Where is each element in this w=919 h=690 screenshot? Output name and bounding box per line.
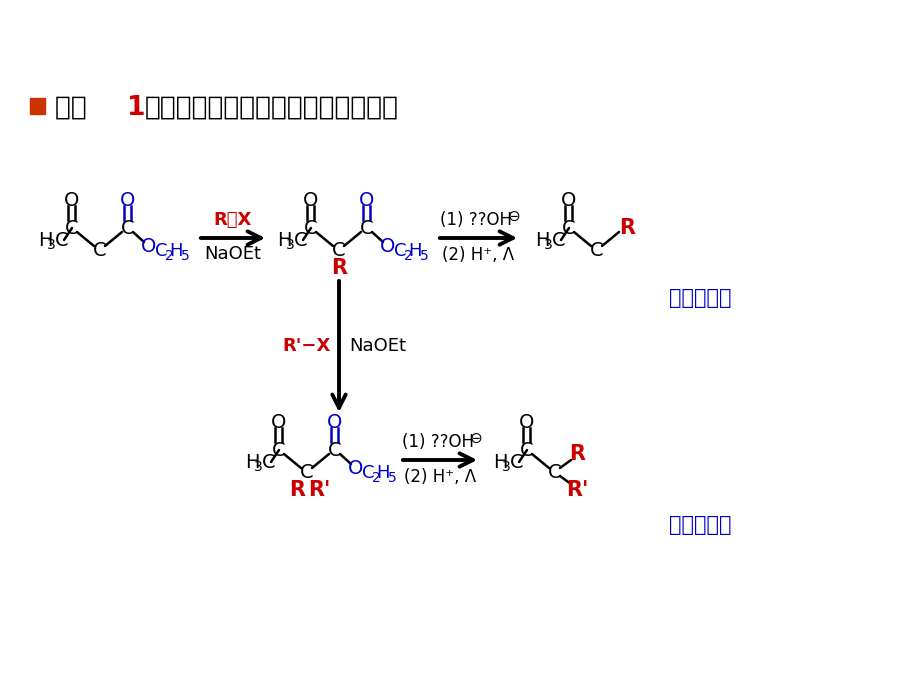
- Text: O: O: [348, 458, 363, 477]
- Text: 二取代丙酮: 二取代丙酮: [668, 515, 731, 535]
- Text: (1) ??OH: (1) ??OH: [402, 433, 473, 451]
- Text: O: O: [380, 237, 395, 255]
- Text: 5: 5: [387, 471, 396, 485]
- Text: O: O: [120, 190, 135, 210]
- Text: 1: 1: [127, 95, 145, 121]
- Text: H: H: [277, 230, 291, 250]
- Text: ⊖: ⊖: [507, 208, 520, 224]
- Text: H: H: [535, 230, 549, 250]
- Text: H: H: [38, 230, 52, 250]
- Text: C: C: [262, 453, 276, 471]
- Text: O: O: [303, 190, 318, 210]
- Text: C: C: [519, 440, 533, 460]
- Text: C: C: [304, 219, 317, 237]
- Text: C: C: [272, 440, 286, 460]
- Text: 5: 5: [180, 249, 189, 263]
- Text: NaOEt: NaOEt: [348, 337, 405, 355]
- Text: R'−X: R'−X: [282, 337, 331, 355]
- Text: C: C: [154, 242, 167, 260]
- Text: O: O: [64, 190, 80, 210]
- Text: C: C: [590, 241, 603, 259]
- Text: C: C: [55, 230, 69, 250]
- Text: C: C: [509, 453, 523, 471]
- Text: 3: 3: [543, 238, 552, 252]
- Text: R': R': [565, 480, 587, 500]
- Text: C: C: [548, 462, 562, 482]
- Text: 3: 3: [502, 460, 510, 474]
- Text: C: C: [93, 241, 107, 259]
- Text: O: O: [271, 413, 287, 431]
- Text: C: C: [294, 230, 307, 250]
- Text: 3: 3: [254, 460, 263, 474]
- Text: R: R: [331, 258, 346, 278]
- Text: 3: 3: [286, 238, 294, 252]
- Text: 3: 3: [47, 238, 56, 252]
- Text: R－X: R－X: [213, 211, 252, 229]
- Text: (2) H⁺, Λ: (2) H⁺, Λ: [441, 246, 514, 264]
- Text: R: R: [289, 480, 305, 500]
- Bar: [30, 98, 45, 114]
- Text: O: O: [359, 190, 374, 210]
- Text: C: C: [393, 242, 406, 260]
- Text: O: O: [142, 237, 156, 255]
- Text: C: C: [551, 230, 565, 250]
- Text: C: C: [360, 219, 373, 237]
- Text: ⊖: ⊖: [469, 431, 482, 446]
- Text: ：制备取代丙酮（甲基酮）类化合物: ：制备取代丙酮（甲基酮）类化合物: [145, 95, 399, 121]
- Text: C: C: [65, 219, 79, 237]
- Text: H: H: [408, 242, 421, 260]
- Text: 5: 5: [419, 249, 428, 263]
- Text: O: O: [518, 413, 534, 431]
- Text: H: H: [376, 464, 390, 482]
- Text: C: C: [121, 219, 135, 237]
- Text: 应用: 应用: [55, 95, 96, 121]
- Text: H: H: [169, 242, 183, 260]
- Text: R: R: [568, 444, 584, 464]
- Text: 2: 2: [403, 249, 412, 263]
- Text: (1) ??OH: (1) ??OH: [439, 211, 512, 229]
- Text: O: O: [327, 413, 342, 431]
- Text: 2: 2: [371, 471, 380, 485]
- Text: C: C: [328, 440, 342, 460]
- Text: H: H: [493, 453, 507, 471]
- Text: NaOEt: NaOEt: [204, 245, 261, 263]
- Text: C: C: [300, 462, 313, 482]
- Text: H: H: [244, 453, 259, 471]
- Text: 2: 2: [165, 249, 173, 263]
- Text: C: C: [562, 219, 575, 237]
- Text: C: C: [332, 241, 346, 259]
- Text: R': R': [308, 480, 330, 500]
- Text: C: C: [361, 464, 374, 482]
- Text: (2) H⁺, Λ: (2) H⁺, Λ: [403, 468, 475, 486]
- Text: O: O: [561, 190, 576, 210]
- Text: 单取代丙酮: 单取代丙酮: [668, 288, 731, 308]
- Text: R: R: [618, 218, 634, 238]
